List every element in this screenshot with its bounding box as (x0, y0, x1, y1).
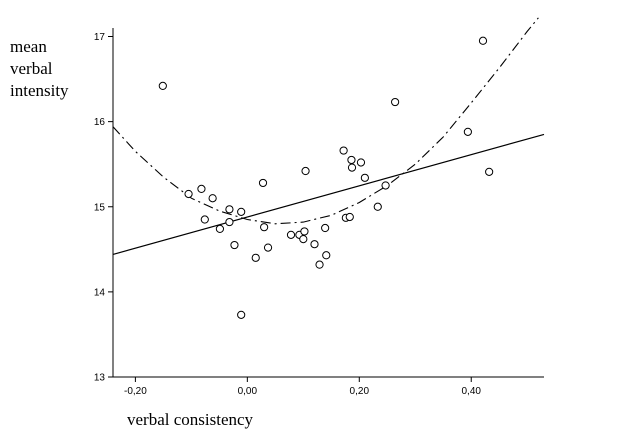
y-tick-label: 14 (94, 287, 106, 298)
y-tick-label: 13 (94, 373, 106, 384)
data-point (197, 184, 206, 193)
data-point (321, 223, 330, 233)
data-point (360, 173, 369, 182)
data-point (373, 202, 382, 211)
data-point (463, 127, 472, 136)
data-point (237, 310, 246, 319)
data-point (237, 207, 246, 216)
data-point (485, 167, 494, 176)
data-point (339, 146, 348, 155)
y-axis-label-line-3: intensity (10, 81, 69, 100)
quadratic-fit-curve (112, 17, 539, 225)
data-point (356, 158, 366, 167)
x-tick-label: -0,20 (124, 386, 147, 397)
data-point (200, 215, 209, 224)
data-point (310, 240, 319, 249)
data-point (315, 260, 324, 269)
data-point (225, 205, 234, 214)
data-point (225, 217, 234, 227)
data-point (251, 253, 260, 262)
x-axis-label: verbal consistency (127, 410, 254, 429)
data-point (215, 224, 225, 233)
data-point (230, 240, 239, 250)
data-point (299, 235, 308, 244)
data-point (260, 223, 269, 232)
data-point (347, 163, 357, 172)
y-axis-label: mean verbal intensity (10, 36, 69, 102)
data-point (300, 227, 309, 236)
data-point (208, 194, 217, 203)
y-tick-label: 16 (94, 117, 106, 128)
data-point (381, 181, 390, 190)
y-tick-label: 17 (94, 32, 106, 43)
data-points (158, 36, 494, 319)
x-tick-label: 0,20 (350, 386, 370, 397)
fit-lines (112, 17, 545, 256)
data-point (322, 251, 331, 260)
data-point (345, 212, 354, 222)
y-axis-label-line-2: verbal (10, 59, 53, 78)
data-point (158, 81, 167, 90)
linear-fit-line (112, 133, 545, 256)
axes: 13 14 15 16 17 -0,20 0,00 0,20 0,40 (94, 28, 544, 397)
data-point (286, 230, 296, 239)
x-tick-label: 0,40 (461, 386, 481, 397)
data-point (391, 97, 400, 107)
data-point (347, 155, 356, 165)
x-tick-label: 0,00 (238, 386, 258, 397)
data-point (184, 189, 193, 199)
data-point (301, 166, 310, 176)
y-tick-label: 15 (94, 202, 106, 213)
y-axis-label-line-1: mean (10, 37, 47, 56)
data-point (263, 243, 273, 252)
data-point (478, 36, 488, 45)
data-point (258, 178, 268, 188)
